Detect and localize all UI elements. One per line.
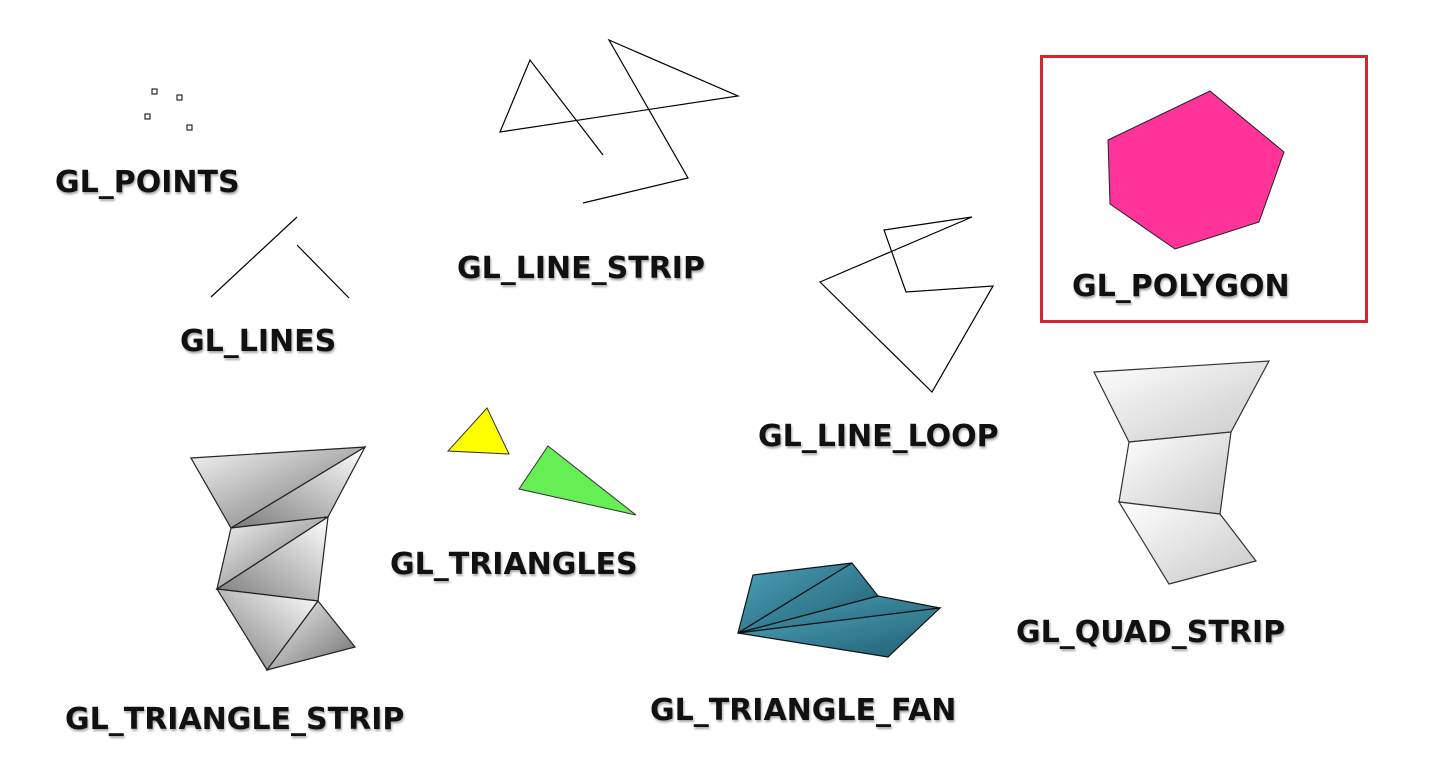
line-segment-2	[296, 244, 350, 299]
triangle-yellow	[446, 407, 510, 455]
label-gl-triangle-fan: GL_TRIANGLE_FAN	[650, 693, 957, 728]
label-gl-points: GL_POINTS	[55, 165, 240, 200]
triangle-fan-shape	[737, 562, 942, 658]
label-gl-lines: GL_LINES	[180, 324, 337, 359]
point-3	[144, 113, 151, 120]
quad-strip-shape	[1093, 360, 1271, 585]
label-gl-line-loop: GL_LINE_LOOP	[758, 419, 999, 454]
lines-shape	[210, 216, 350, 299]
triangle-green	[518, 445, 637, 516]
quad-1	[1093, 360, 1271, 443]
label-gl-quad-strip: GL_QUAD_STRIP	[1016, 615, 1286, 650]
point-4	[186, 124, 193, 131]
strip-triangle-6	[265, 600, 357, 672]
fan-triangle-4	[737, 607, 942, 658]
line-strip-shape	[499, 38, 741, 204]
label-gl-triangle-strip: GL_TRIANGLE_STRIP	[65, 702, 405, 737]
label-gl-triangles: GL_TRIANGLES	[390, 547, 638, 582]
label-gl-line-strip: GL_LINE_STRIP	[457, 251, 705, 286]
point-2	[176, 94, 183, 101]
polygon-shape	[1107, 90, 1285, 250]
point-1	[151, 88, 158, 95]
quad-2	[1118, 431, 1232, 515]
triangle-strip-shape	[190, 445, 367, 672]
line-loop-shape	[818, 216, 995, 393]
quad-3	[1117, 501, 1258, 585]
polygon-highlight-box	[1040, 55, 1368, 323]
label-gl-polygon: GL_POLYGON	[1072, 269, 1290, 304]
line-segment-1	[210, 216, 298, 298]
points-shape	[144, 88, 193, 131]
